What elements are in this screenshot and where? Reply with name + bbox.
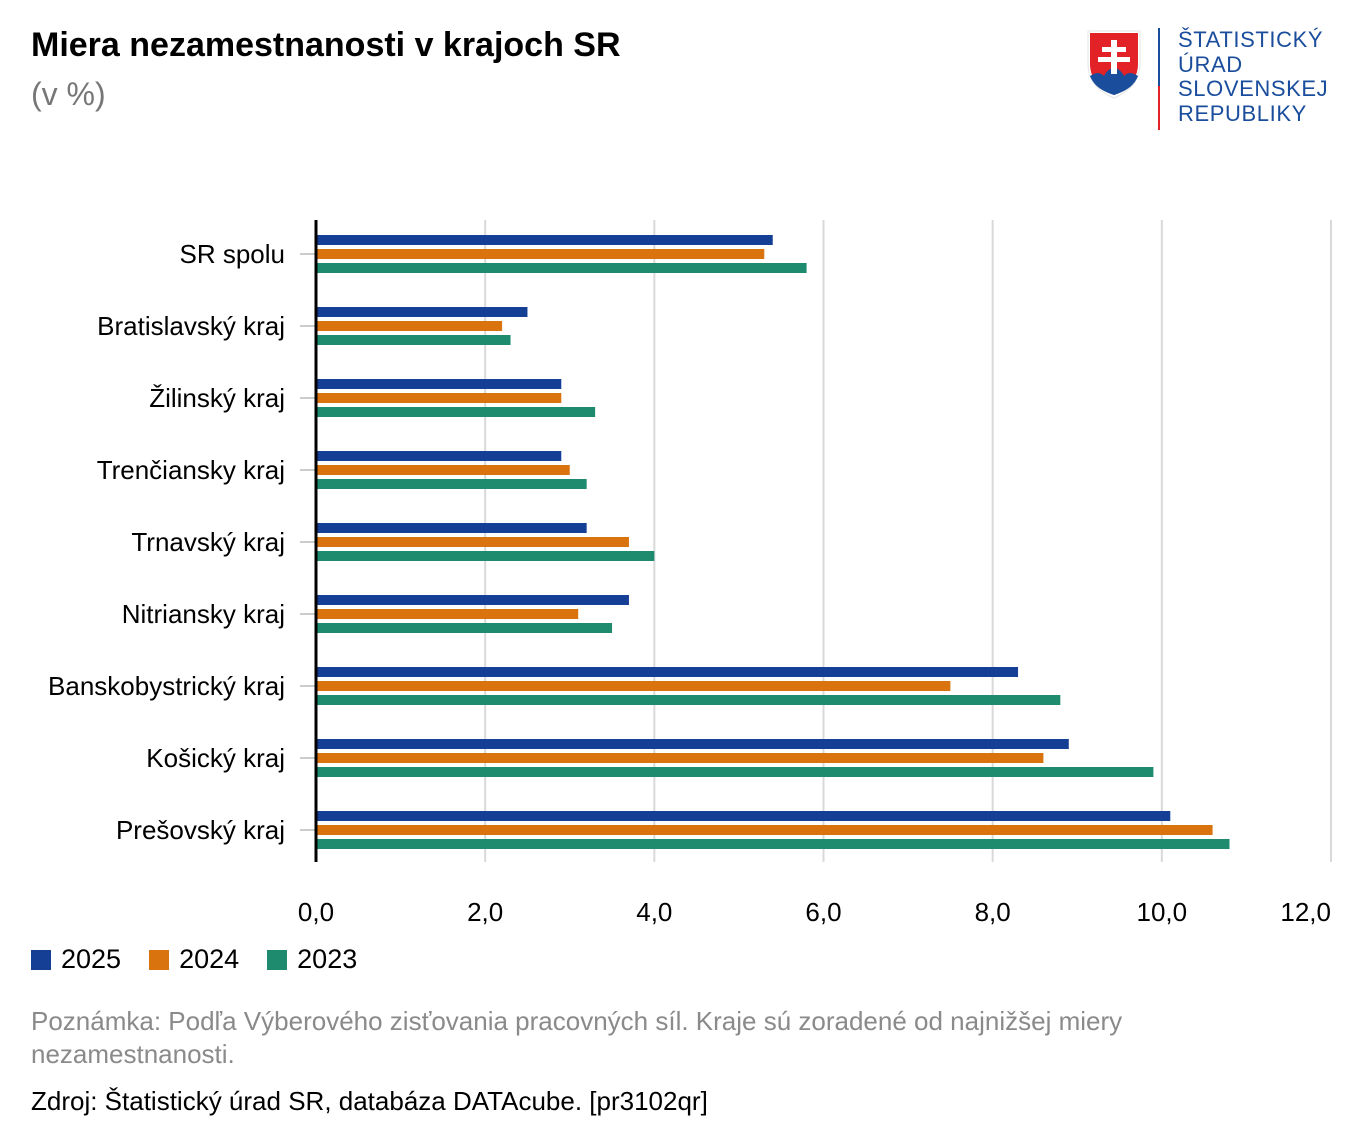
bar-2024-7 (316, 753, 1044, 763)
x-tick-label: 2,0 (467, 897, 503, 927)
bar-2025-2 (316, 379, 562, 389)
bar-2024-8 (316, 825, 1213, 835)
legend-label-2024: 2024 (179, 944, 240, 974)
bar-2023-6 (316, 695, 1061, 705)
bar-2024-3 (316, 465, 570, 475)
logo-text: ŠTATISTICKÝ ÚRAD SLOVENSKEJ REPUBLIKY (1178, 27, 1329, 126)
category-label: Prešovský kraj (116, 815, 285, 845)
x-tick-label: 6,0 (805, 897, 841, 927)
logo-line: SLOVENSKEJ (1178, 76, 1329, 101)
bar-2024-2 (316, 393, 562, 403)
category-label: Žilinský kraj (149, 383, 285, 413)
legend-label-2025: 2025 (61, 944, 122, 974)
bar-2024-1 (316, 321, 503, 331)
x-tick-label: 8,0 (975, 897, 1011, 927)
logo-divider (1158, 28, 1160, 130)
category-label: SR spolu (180, 239, 286, 269)
legend-swatch-2025 (31, 949, 51, 970)
statistical-office-logo: ŠTATISTICKÝ ÚRAD SLOVENSKEJ REPUBLIKY (1086, 27, 1336, 130)
legend-swatch-2024 (149, 949, 170, 970)
bar-2024-4 (316, 537, 629, 547)
category-label: Košický kraj (146, 743, 285, 773)
bar-2023-4 (316, 551, 655, 561)
bar-2025-8 (316, 811, 1171, 821)
bar-2024-6 (316, 681, 951, 691)
legend-swatch-2023 (267, 949, 288, 970)
legend-item-2023[interactable]: 2023 (267, 944, 357, 975)
x-tick-label: 12,0 (1280, 897, 1331, 927)
bar-chart: SR spolu Bratislavský kraj Žilinský kraj Tr… (48, 220, 1332, 927)
logo-line: REPUBLIKY (1178, 100, 1307, 126)
bar-2025-4 (316, 523, 587, 533)
x-tick-label: 4,0 (636, 897, 672, 927)
bar-2025-3 (316, 451, 562, 461)
bar-2024-0 (316, 249, 765, 259)
bar-2025-7 (316, 739, 1069, 749)
category-label: Nitriansky kraj (122, 599, 285, 629)
bar-2024-5 (316, 609, 579, 619)
bar-2023-2 (316, 407, 596, 417)
chart-title: Miera nezamestnanosti v krajoch SR (31, 26, 621, 64)
legend-label-2023: 2023 (297, 944, 358, 974)
source-citation: Zdroj: Štatistický úrad SR, databáza DAT… (31, 1086, 708, 1116)
legend-item-2025[interactable]: 2025 (31, 944, 121, 975)
x-tick-label: 10,0 (1137, 897, 1188, 927)
bar-2025-5 (316, 595, 629, 605)
category-label: Bratislavský kraj (97, 311, 285, 341)
x-tick-label: 0,0 (298, 897, 334, 927)
logo-line: ÚRAD (1178, 51, 1243, 77)
bar-2023-7 (316, 767, 1154, 777)
category-label: Banskobystrický kraj (48, 671, 285, 701)
legend-item-2024[interactable]: 2024 (149, 944, 239, 975)
bar-2025-1 (316, 307, 528, 317)
bar-2025-6 (316, 667, 1019, 677)
bar-2023-0 (316, 263, 807, 273)
bar-2025-0 (316, 235, 773, 245)
footnote: Poznámka: Podľa Výberového zisťovania pr… (31, 1006, 1123, 1069)
bar-2023-3 (316, 479, 587, 489)
bar-2023-8 (316, 839, 1230, 849)
bar-2023-1 (316, 335, 511, 345)
logo-line: ŠTATISTICKÝ (1178, 27, 1324, 52)
category-label: Trnavský kraj (131, 527, 285, 557)
slovak-coat-of-arms-icon (1087, 30, 1141, 99)
legend: 2025 2024 2023 (31, 944, 357, 975)
chart-subtitle: (v %) (31, 76, 106, 112)
bar-2023-5 (316, 623, 613, 633)
category-label: Trenčiansky kraj (97, 455, 285, 485)
